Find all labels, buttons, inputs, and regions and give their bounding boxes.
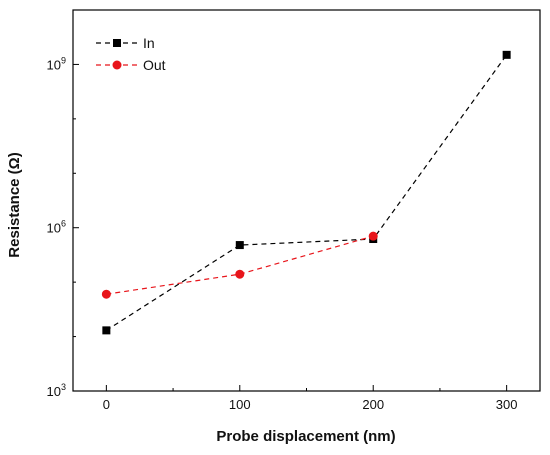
series-layer xyxy=(101,50,511,335)
series-out xyxy=(101,231,378,299)
series-line-in xyxy=(106,54,508,331)
y-tick-label: 103 xyxy=(47,382,66,399)
legend-marker-out xyxy=(112,60,122,70)
legend-marker-in xyxy=(113,39,121,47)
axis-ticks: 0 100 200 300 103 106 109 xyxy=(47,9,518,412)
x-tick-label: 100 xyxy=(229,397,251,412)
x-tick-label: 0 xyxy=(103,397,110,412)
series-in xyxy=(102,50,511,335)
data-point-in xyxy=(235,241,244,250)
x-tick-label: 200 xyxy=(362,397,384,412)
data-point-out xyxy=(368,231,378,241)
legend-label-in: In xyxy=(143,35,155,51)
legend-label-out: Out xyxy=(143,57,166,73)
series-line-out xyxy=(106,235,374,295)
data-point-out xyxy=(101,289,111,299)
legend: In Out xyxy=(96,35,166,73)
data-point-in xyxy=(502,50,511,59)
x-axis-title: Probe displacement (nm) xyxy=(216,428,395,445)
data-point-out xyxy=(235,269,245,279)
x-tick-label: 300 xyxy=(496,397,518,412)
y-tick-label: 109 xyxy=(47,55,66,72)
y-tick-label: 106 xyxy=(47,219,66,236)
y-axis-title: Resistance (Ω) xyxy=(6,152,23,257)
data-point-in xyxy=(102,326,111,335)
